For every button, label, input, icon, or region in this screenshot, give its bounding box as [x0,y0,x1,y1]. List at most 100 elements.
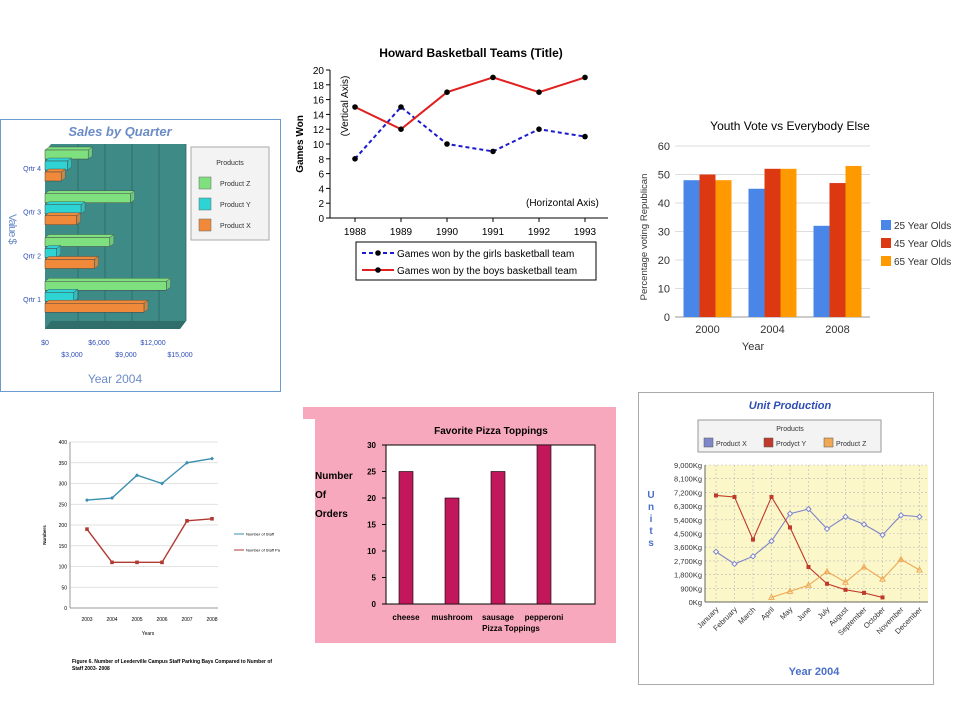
bar [44,281,167,291]
series-line [354,105,586,160]
data-point [805,505,812,513]
x-tick-label: 2004 [760,324,784,336]
unit-production-chart: Unit Production Products Product X Prodyct … [638,392,934,685]
series-line [86,518,213,564]
bar [683,180,700,317]
y-tick-label: 4,500Kg [674,530,702,539]
legend-label: Games won by the boys basketball team [397,266,577,277]
bar-top [44,300,149,304]
y-tick-label: 40 [658,198,670,210]
legend-label: 65 Year Olds [894,257,951,268]
data-point [85,527,89,531]
series-line [771,558,920,598]
legend-swatch [198,218,212,232]
x-tick-label: 2005 [131,617,142,623]
y-tick-label: 2 [318,199,324,210]
data-point [823,567,831,575]
y-tick-label: 30 [367,441,376,450]
legend-swatch [703,437,714,448]
data-point [536,89,542,95]
bar [44,248,57,258]
data-point [582,74,588,81]
legend-label: Games won by the girls basketball team [397,249,574,260]
y-tick-label: 50 [658,170,670,182]
legend-label: Product X [716,441,747,448]
data-point [210,456,214,461]
x-tick-label: $3,000 [61,352,83,359]
y-tick-label: 0 [372,600,377,609]
legend-label: Number of Staff [246,532,275,537]
y-axis-label: Of [315,490,327,501]
data-point [352,104,358,110]
data-point [879,531,886,539]
legend-swatch [881,256,891,266]
y-tick-label: 250 [59,502,68,508]
data-point [536,126,542,132]
x-axis-label: Pizza Toppings [482,624,540,633]
x-tick-label: $9,000 [115,352,137,359]
y-axis-label-letter: U [647,490,654,501]
x-tick-label: 2008 [825,324,849,336]
data-point [806,564,811,569]
bar [813,225,830,317]
legend-label: Product Z [220,181,251,188]
y-tick-label: 8 [318,155,324,166]
bar [845,165,862,317]
x-axis-label: Year 2004 [88,372,143,386]
x-tick-label: 1990 [436,227,459,238]
y-tick-label: 18 [313,81,325,92]
y-tick-label: 100 [59,565,68,571]
bar [780,168,797,317]
legend-label: Prodyct Y [776,441,807,448]
chart-title: Youth Vote vs Everybody Else [710,119,870,133]
x-tick-label: 1988 [344,227,367,238]
category-label: Qrtr 2 [23,253,41,260]
y-tick-label: 50 [61,585,67,591]
bar [44,303,145,313]
data-point [352,156,358,162]
category-label: Qrtr 4 [23,166,41,173]
y-tick-label: 25 [367,468,376,477]
bar-top [44,289,79,293]
x-axis-label: Year 2004 [789,666,841,678]
bar [764,168,781,317]
data-point [160,481,164,486]
data-point [768,593,775,600]
data-point [842,513,849,520]
bar [44,149,89,160]
bar-top [44,201,86,205]
bar [715,180,732,317]
data-point [135,560,139,565]
figure-caption: Figure 6. Number of Leederville Campus S… [72,659,272,670]
y-tick-label: 16 [313,96,325,107]
y-tick-label: 14 [313,110,325,121]
y-axis-label: Games Won [295,115,306,173]
y-tick-label: 350 [59,461,68,467]
legend-swatch [881,220,891,230]
y-tick-label: 60 [658,141,670,153]
y-tick-label: 0 [64,606,67,612]
data-point [862,590,866,595]
data-point [731,560,738,568]
data-point [85,498,89,503]
y-tick-label: 400 [59,440,68,446]
y-tick-label: 6,300Kg [674,502,702,511]
y-axis-label: Numbers [42,525,47,545]
y-axis-label-letter: t [649,526,653,537]
x-tick-label: $15,000 [167,352,192,359]
y-tick-label: 10 [367,547,376,556]
plot-floor [45,321,186,329]
y-tick-label: 200 [59,523,68,529]
bar [44,237,111,247]
data-point [490,74,496,81]
data-point [823,525,831,533]
legend-box [355,241,597,281]
data-point [398,104,404,110]
data-point [897,555,905,562]
data-point [712,548,720,555]
y-axis-label: Percentage voting Republican [639,174,650,301]
data-point [916,566,923,573]
data-point [210,516,214,521]
data-point [751,537,755,542]
